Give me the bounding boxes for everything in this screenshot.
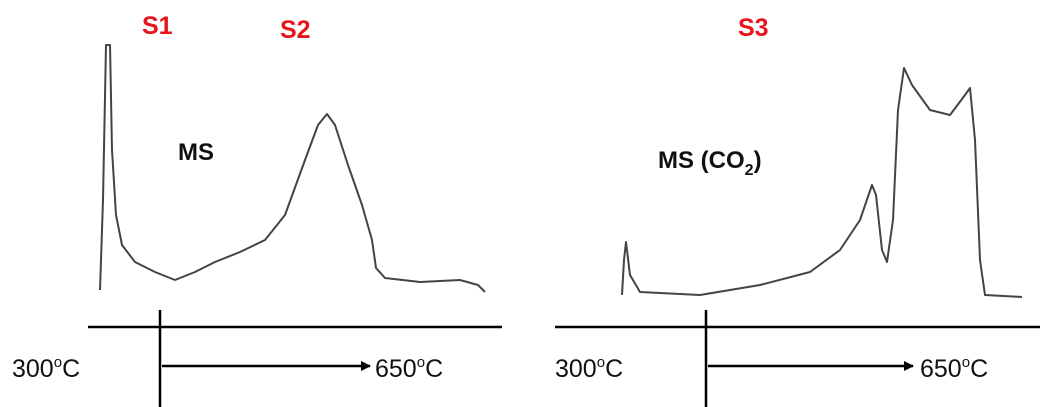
signal-text: MS (CO <box>658 147 745 174</box>
degree: o <box>962 354 970 371</box>
ms-curve <box>99 44 486 293</box>
signal-text: ) <box>754 147 762 174</box>
ms-co2-curve <box>621 67 1023 298</box>
temp-number: 300 <box>12 355 54 383</box>
temp-number: 650 <box>920 355 962 383</box>
temp-number: 650 <box>375 355 417 383</box>
temp-label: 650oC <box>375 354 443 383</box>
signal-label: MS (CO2) <box>658 147 762 179</box>
degree: o <box>417 354 425 371</box>
degree: o <box>597 354 605 371</box>
temp-label: 300oC <box>555 354 623 383</box>
temp-number: 300 <box>555 355 597 383</box>
peak-label: S3 <box>738 14 769 42</box>
subscript: 2 <box>745 162 754 179</box>
peak-label: S1 <box>142 12 173 40</box>
temp-label: 300oC <box>12 354 80 383</box>
unit: C <box>62 355 80 383</box>
unit: C <box>970 355 988 383</box>
degree: o <box>54 354 62 371</box>
peak-label: S2 <box>280 16 311 44</box>
unit: C <box>605 355 623 383</box>
unit: C <box>425 355 443 383</box>
signal-label: MS <box>178 139 214 166</box>
temp-label: 650oC <box>920 354 988 383</box>
